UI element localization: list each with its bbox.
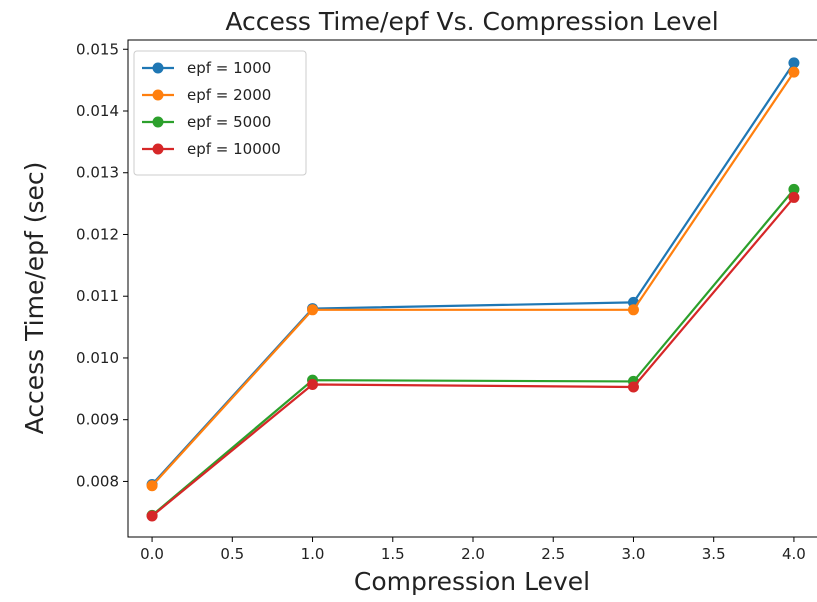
legend-label: epf = 10000 (187, 140, 281, 158)
legend-marker (152, 143, 164, 155)
series-4-point (307, 379, 319, 391)
x-tick-label: 2.5 (541, 545, 565, 563)
x-tick-label: 3.5 (702, 545, 726, 563)
series-1-point (788, 57, 800, 69)
series-3-point (788, 183, 800, 195)
legend-marker (152, 62, 164, 74)
y-tick-label: 0.014 (76, 102, 119, 120)
x-tick-label: 2.0 (461, 545, 485, 563)
legend-label: epf = 1000 (187, 59, 271, 77)
y-tick-label: 0.013 (76, 164, 119, 182)
series-4-point (146, 510, 158, 522)
x-tick-label: 1.0 (301, 545, 325, 563)
y-axis-label: Access Time/epf (sec) (20, 162, 49, 435)
y-tick-label: 0.011 (76, 287, 119, 305)
x-tick-label: 4.0 (782, 545, 806, 563)
legend: epf = 1000 epf = 2000 epf = 5000 epf = 1000… (133, 50, 307, 176)
series-line-4 (151, 196, 795, 517)
x-tick-label: 3.0 (622, 545, 646, 563)
legend-box (133, 50, 307, 176)
legend-label: epf = 2000 (187, 86, 271, 104)
legend-marker (152, 116, 164, 128)
series-2-point (627, 304, 639, 316)
legend-label: epf = 5000 (187, 113, 271, 131)
x-tick-label: 0.0 (140, 545, 164, 563)
x-tick-label: 0.5 (220, 545, 244, 563)
y-tick-label: 0.008 (76, 472, 119, 490)
x-tick-label: 1.5 (381, 545, 405, 563)
y-tick-label: 0.015 (76, 40, 119, 58)
series-4-point (627, 381, 639, 393)
legend-marker (152, 89, 164, 101)
series-line-3 (151, 188, 795, 517)
plot-area (146, 57, 800, 522)
x-axis-label: Compression Level (354, 567, 590, 596)
series-2-point (146, 480, 158, 492)
y-tick-label: 0.010 (76, 349, 119, 367)
series-line-2 (151, 71, 795, 487)
series-2-point (788, 66, 800, 78)
y-tick-label: 0.012 (76, 225, 119, 243)
y-tick-label: 0.009 (76, 411, 119, 429)
series-4-point (788, 191, 800, 203)
axes: 0.0 0.5 1.0 1.5 2.0 2.5 3.0 3.5 4.0 0.008 0.009 0.0… (76, 39, 817, 563)
series-2-point (307, 304, 319, 316)
chart-title: Access Time/epf Vs. Compression Level (225, 7, 718, 36)
